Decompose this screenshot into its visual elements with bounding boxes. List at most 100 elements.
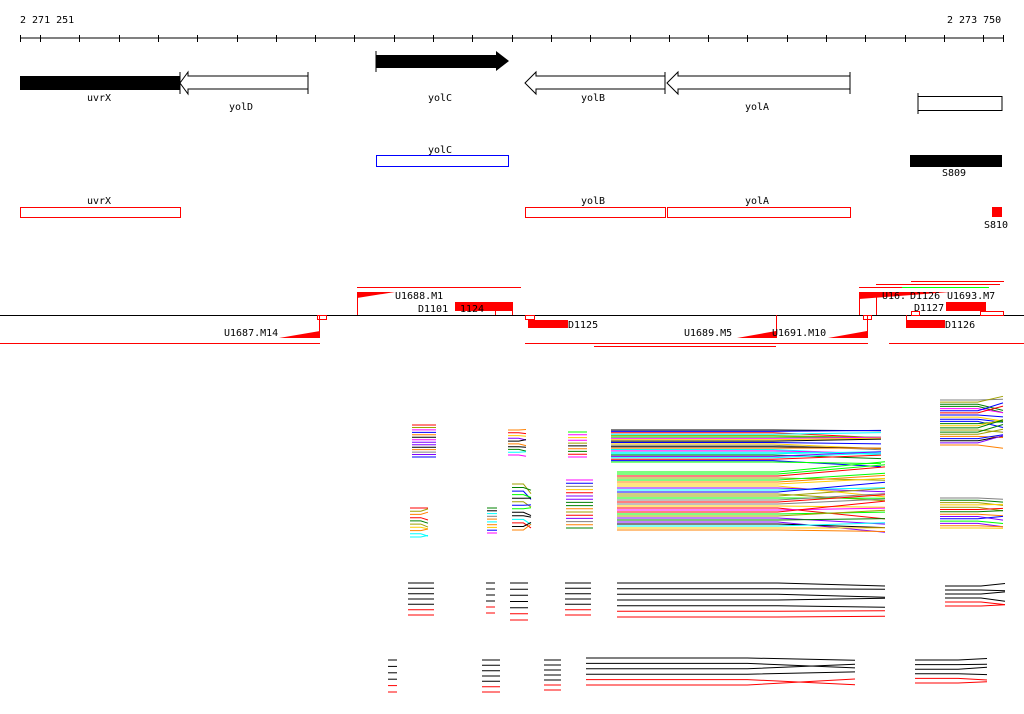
expression-line [915,658,988,661]
feature-yolC-blue[interactable]: yolC [376,145,509,167]
feature-U1691-M10[interactable]: U1691.M10 [772,315,872,339]
gene-yolC[interactable]: yolC [375,51,509,104]
expression-line [410,533,429,537]
feature-label: yolB [581,196,605,207]
gene-unlabeled[interactable] [917,93,1003,114]
expression-line [940,515,1004,520]
expression-line [611,442,882,445]
expression-line [508,448,527,452]
expression-line [940,497,1004,500]
expression-line [617,485,886,498]
expression-line [617,477,886,485]
feature-D1101-1124[interactable]: D1101 1124 [418,302,513,315]
gene-yolD[interactable]: yolD [179,70,309,113]
expression-line [940,416,1004,422]
gene-label: yolC [428,93,452,104]
expression-line [617,500,886,513]
expression-line [940,510,1004,513]
feature-yolB-red[interactable]: yolB [525,196,666,218]
expression-line [617,461,886,473]
expression-line [915,681,988,684]
feature-label: D1125 [568,320,598,331]
feature-yolA-red[interactable]: yolA [667,196,851,218]
expression-line [512,521,532,527]
expression-line [940,499,1004,503]
expression-line [617,507,886,511]
expression-block [510,582,528,621]
gene-uvrX[interactable]: uvrX [20,76,180,104]
expression-block [940,497,1004,529]
expression-line [508,432,527,435]
feature-label: S810 [984,220,1008,231]
expression-line [940,428,1004,435]
expression-line [508,443,527,447]
expression-line [940,408,1004,414]
expression-line [940,395,1004,403]
feature-U1693-M7[interactable]: U1693.M7 D1127 [911,291,1004,316]
expression-line [617,593,886,598]
expression-line [940,516,1004,521]
expression-line [915,666,988,670]
expression-line [611,460,882,468]
gene-label: yolB [581,93,605,104]
expression-line [508,446,527,448]
expression-block [611,429,882,468]
expression-block [412,424,436,458]
expression-line [617,522,886,527]
feature-D1125[interactable]: D1125 [525,315,599,332]
expression-line [586,679,856,686]
expression-line [617,505,886,508]
expression-line [611,452,882,459]
expression-line [512,518,532,525]
expression-line [611,454,882,460]
feature-U1688-M1[interactable]: U1688.M1 [357,291,443,315]
feature-D1126[interactable]: D1126 [906,315,975,331]
expression-line [940,420,1004,428]
expression-line [940,434,1004,440]
feature-uvrX-red[interactable]: uvrX [20,196,181,218]
expression-block [482,659,500,693]
gene-yolA[interactable]: yolA [666,70,851,113]
expression-line [586,671,856,675]
expression-line [617,487,886,491]
feature-label: yolC [428,145,452,156]
expression-block [565,582,591,616]
expression-line [940,522,1004,528]
expression-line [940,520,1004,524]
feature-S809[interactable]: S809 [910,155,1002,179]
expression-line [512,487,532,491]
feature-U1692[interactable]: U16. D1126 [859,291,950,315]
feature-S810[interactable]: S810 [984,207,1008,231]
expression-line [512,483,532,495]
feature-label: yolA [745,196,769,207]
ruler-end: 2 273 750 [947,15,1001,26]
expression-block [512,483,532,531]
ruler-ticks [20,35,1004,42]
expression-line [617,493,886,501]
expression-line [611,437,882,441]
expression-block [617,582,886,618]
expression-line [617,615,886,618]
feature-label: D1127 [914,303,944,314]
expression-line [940,419,1004,427]
feature-label: U1688.M1 [395,291,443,302]
expression-line [617,509,886,517]
gene-yolB[interactable]: yolB [524,70,666,104]
expression-line [940,402,1004,412]
feature-label: D1126 [945,320,975,331]
feature-U1687-M14[interactable]: U1687.M14 [224,315,327,339]
feature-label: U1687.M14 [224,328,278,339]
expression-line [945,591,1006,595]
expression-line [617,588,886,590]
expression-line [512,511,532,517]
feature-U1689-M5[interactable]: U1689.M5 [684,315,777,339]
expression-line [940,414,1004,418]
expression-line [611,438,882,442]
expression-block [544,659,561,691]
expression-line [617,477,886,481]
expression-line [611,432,882,439]
feature-label: 1124 [460,304,484,315]
expression-line [586,657,856,661]
expression-line [617,605,886,608]
expression-line [512,523,532,531]
